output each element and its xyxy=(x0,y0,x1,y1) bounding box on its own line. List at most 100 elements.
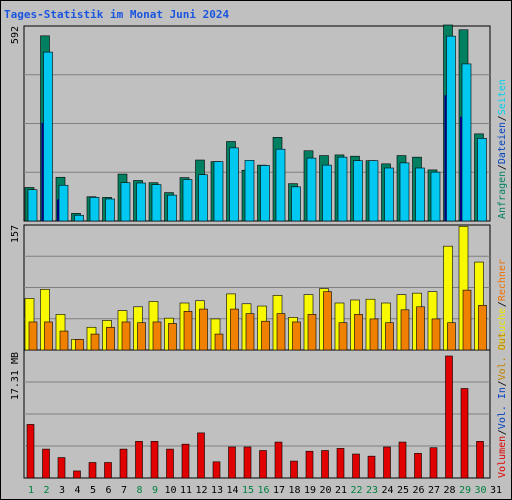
bar-rechner xyxy=(400,309,410,351)
bar-dateien xyxy=(105,198,115,222)
day-label: 23 xyxy=(366,485,378,496)
day-label: 13 xyxy=(211,485,223,496)
bar-dateien xyxy=(198,174,208,222)
day-label: 17 xyxy=(273,485,285,496)
bar-dateien xyxy=(461,63,472,222)
bar-rechner xyxy=(44,321,53,351)
bar-volumen xyxy=(73,470,81,479)
bar-rechner xyxy=(75,339,84,351)
bar-dateien xyxy=(244,160,255,222)
bar-dateien xyxy=(151,184,162,222)
bar-volumen xyxy=(259,450,267,479)
day-label: 4 xyxy=(74,485,80,496)
bar-volumen xyxy=(88,462,97,479)
day-label: 1 xyxy=(28,485,34,496)
bar-rechner xyxy=(90,333,100,351)
bar-volumen xyxy=(321,450,329,479)
bar-volumen xyxy=(460,388,469,479)
day-label: 2 xyxy=(43,485,49,496)
day-label: 19 xyxy=(304,485,316,496)
day-label: 30 xyxy=(474,485,486,496)
bar-rechner xyxy=(323,291,332,351)
bar-dateien xyxy=(43,51,53,222)
bar-volumen xyxy=(398,441,407,479)
bar-dateien xyxy=(74,214,84,222)
bar-rechner xyxy=(199,308,208,351)
bar-seiten xyxy=(460,116,462,221)
day-label: 22 xyxy=(350,485,362,496)
day-label: 25 xyxy=(397,485,409,496)
bar-volumen xyxy=(414,453,422,479)
bar-rechner xyxy=(447,322,456,351)
bar-volumen xyxy=(181,443,190,479)
bar-dateien xyxy=(322,164,332,222)
legend-visits: Besuche xyxy=(497,308,508,350)
day-label: 28 xyxy=(443,485,455,496)
bar-dateien xyxy=(58,184,69,222)
bar-rechner xyxy=(214,333,224,351)
day-label: 15 xyxy=(242,485,254,496)
day-label: 12 xyxy=(195,485,207,496)
bar-seiten xyxy=(41,122,44,221)
legend-visits: / xyxy=(497,301,508,307)
day-label: 21 xyxy=(335,485,347,496)
bar-volumen xyxy=(150,441,159,479)
bar-seiten xyxy=(57,199,59,221)
bar-rechner xyxy=(462,289,472,351)
bar-dateien xyxy=(167,194,177,222)
bar-volumen xyxy=(429,447,438,479)
chart-title: Tages-Statistik im Monat Juni 2024 xyxy=(4,8,230,21)
bar-volumen xyxy=(26,424,35,479)
bar-dateien xyxy=(275,148,286,222)
day-label: 18 xyxy=(288,485,300,496)
day-label: 7 xyxy=(121,485,127,496)
bar-volumen xyxy=(243,446,252,479)
bar-dateien xyxy=(368,160,379,222)
bar-rechner xyxy=(276,313,286,351)
bar-rechner xyxy=(183,311,193,351)
bar-volumen xyxy=(228,446,236,479)
y-max-label-visits: 157 xyxy=(10,225,21,243)
bar-volumen xyxy=(135,441,143,479)
bar-dateien xyxy=(182,179,193,222)
legend-volume: / xyxy=(497,380,508,386)
bar-rechner xyxy=(59,330,69,351)
day-label: 27 xyxy=(428,485,440,496)
bar-rechner xyxy=(385,322,394,351)
day-label: 5 xyxy=(90,485,96,496)
day-label: 10 xyxy=(164,485,176,496)
bar-volumen xyxy=(336,448,345,479)
bar-rechner xyxy=(338,322,348,351)
legend-volume: Volumen xyxy=(497,436,508,478)
bar-volumen xyxy=(212,461,221,479)
bar-rechner xyxy=(245,313,255,351)
bar-volumen xyxy=(290,460,298,479)
bar-volumen xyxy=(305,450,314,479)
bar-dateien xyxy=(213,161,224,222)
bar-dateien xyxy=(353,160,363,222)
bar-rechner xyxy=(230,308,239,351)
bar-seiten xyxy=(444,95,447,221)
legend-requests: Anfragen xyxy=(497,171,508,219)
bar-dateien xyxy=(477,138,487,222)
legend-volume: Vol. In xyxy=(497,387,508,429)
y-max-label-volume: 17.31 MB xyxy=(10,352,21,400)
bar-dateien xyxy=(120,182,131,222)
day-label: 26 xyxy=(412,485,424,496)
day-label: 9 xyxy=(152,485,158,496)
bar-dateien xyxy=(27,189,38,222)
legend-volume: Vol. Out xyxy=(497,332,508,380)
day-label: 20 xyxy=(319,485,331,496)
legend-requests: Dateien xyxy=(497,122,508,164)
bar-dateien xyxy=(306,157,317,222)
bar-dateien xyxy=(89,197,100,222)
bar-dateien xyxy=(446,35,456,222)
bar-dateien xyxy=(337,156,348,222)
day-label: 14 xyxy=(226,485,238,496)
bar-dateien xyxy=(136,182,146,222)
bar-rechner xyxy=(152,321,162,351)
bar-rechner xyxy=(416,306,425,351)
bar-volumen xyxy=(274,441,283,479)
